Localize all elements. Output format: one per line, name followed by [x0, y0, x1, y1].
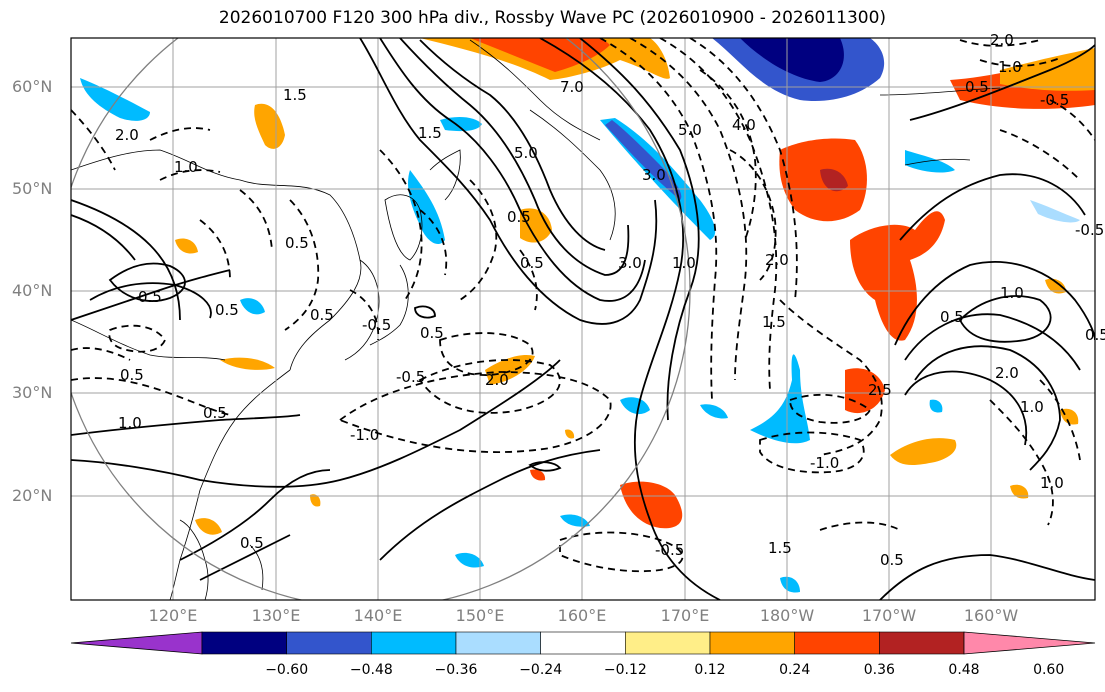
contour-label: 1.0 — [118, 414, 142, 432]
colorbar-tick-label: 0.60 — [1033, 662, 1065, 678]
contour-label: 2.0 — [765, 251, 789, 269]
longitude-label: 170°E — [660, 606, 710, 625]
map-background — [71, 38, 1095, 600]
contour-label: 5.0 — [514, 144, 538, 162]
contour-label: 1.5 — [762, 313, 786, 331]
contour-labels: 1.52.01.00.51.00.55.03.0 1.0 2.01.5 0.51.0-… — [115, 31, 1105, 569]
contour-label: 0.5 — [240, 534, 264, 552]
contour-label: 0.5 — [203, 404, 227, 422]
contour-label: 0.5 — [880, 551, 904, 569]
colorbar-extend-high — [963, 631, 1096, 655]
latitude-label: 60°N — [12, 77, 53, 96]
longitude-label: 160°E — [557, 606, 607, 625]
longitude-label: 120°E — [148, 606, 198, 625]
contour-label: -0.5 — [655, 541, 684, 559]
contour-label: 0.5 — [285, 234, 309, 252]
contour-label: 0.5 — [215, 301, 239, 319]
colorbar-extend-low — [70, 631, 203, 655]
contour-label: 1.0 — [672, 254, 696, 272]
colorbar-tick-label: −0.12 — [603, 662, 647, 678]
contour-label: 2.0 — [990, 31, 1014, 49]
contour-label: 1.0 — [1000, 284, 1024, 302]
map-layers — [71, 38, 1095, 600]
colorbar-cell — [201, 631, 287, 655]
contour-label: 4.0 — [732, 116, 756, 134]
contour-label: 1.0 — [174, 158, 198, 176]
colorbar-cell — [625, 631, 711, 655]
contours-dashed — [71, 38, 1095, 573]
contour-label: 1.5 — [768, 539, 792, 557]
contour-label: 0.5 — [1085, 326, 1105, 344]
colorbar-tick-label: −0.60 — [265, 662, 309, 678]
contour-label: 2.0 — [995, 364, 1019, 382]
contour-label: 1.0 — [1040, 474, 1064, 492]
colorbar-tick-label: −0.48 — [349, 662, 393, 678]
contour-label: -1.0 — [810, 454, 839, 472]
colorbar-tick-label: −0.36 — [434, 662, 478, 678]
latitude-label: 30°N — [12, 383, 53, 402]
longitude-label: 170°W — [861, 606, 917, 625]
contour-label: -0.5 — [396, 368, 425, 386]
contour-label: 0.5 — [507, 208, 531, 226]
colorbar-cell — [540, 631, 626, 655]
contour-label: 0.5 — [138, 288, 162, 306]
colorbar-tick-label: 0.48 — [948, 662, 980, 678]
map-title: 2026010700 F120 300 hPa div., Rossby Wav… — [218, 8, 887, 28]
latitude-label: 20°N — [12, 486, 53, 505]
contour-label: 3.0 — [618, 254, 642, 272]
contour-label: 5.0 — [678, 121, 702, 139]
colorbar-cell — [371, 631, 457, 655]
contour-label: -0.5 — [1040, 91, 1069, 109]
colorbar-cell — [879, 631, 965, 655]
longitude-label: 180°W — [759, 606, 815, 625]
contour-label: 0.5 — [965, 78, 989, 96]
colorbar-cell — [286, 631, 372, 655]
longitude-label: 150°E — [455, 606, 505, 625]
contour-label: -0.5 — [1075, 221, 1104, 239]
contour-label: 2.5 — [868, 381, 892, 399]
longitude-label: 160°W — [963, 606, 1019, 625]
colorbar-cell — [455, 631, 541, 655]
contour-label: 2.0 — [485, 371, 509, 389]
contour-label: 1.0 — [1020, 398, 1044, 416]
latitude-label: 40°N — [12, 281, 53, 300]
contour-label: 7.0 — [560, 78, 584, 96]
contour-label: 0.5 — [120, 366, 144, 384]
contour-label: 2.0 — [115, 126, 139, 144]
contour-label: 3.0 — [642, 166, 666, 184]
great-circle — [71, 38, 691, 600]
contour-label: 0.5 — [520, 254, 544, 272]
contour-label: 0.5 — [940, 308, 964, 326]
coastlines — [71, 39, 1001, 600]
contour-label: 0.5 — [310, 306, 334, 324]
map-frame — [70, 37, 1096, 601]
longitude-label: 130°E — [251, 606, 301, 625]
colorbar-tick-label: 0.12 — [694, 662, 726, 678]
colorbar-tick-label: 0.24 — [779, 662, 811, 678]
contour-label: 1.0 — [998, 58, 1022, 76]
latitude-label: 50°N — [12, 179, 53, 198]
colorbar-tick-label: −0.24 — [519, 662, 563, 678]
contour-label: -1.0 — [350, 426, 379, 444]
colorbar-cell — [709, 631, 795, 655]
colorbar-tick-label: 0.36 — [863, 662, 895, 678]
colorbar-cells — [70, 631, 1096, 655]
colorbar-cell — [794, 631, 880, 655]
longitude-label: 140°E — [353, 606, 403, 625]
contour-label: 0.5 — [420, 324, 444, 342]
contour-label: 1.5 — [283, 86, 307, 104]
contour-label: -0.5 — [362, 316, 391, 334]
contour-label: 1.5 — [418, 124, 442, 142]
